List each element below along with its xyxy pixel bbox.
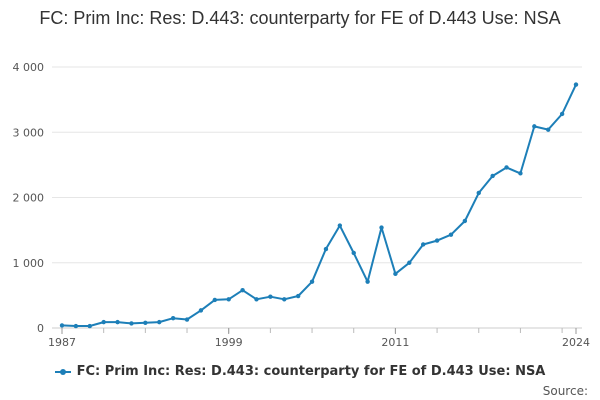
data-point[interactable]	[323, 246, 329, 252]
data-point[interactable]	[115, 319, 120, 325]
data-point[interactable]	[184, 317, 190, 322]
data-point[interactable]	[129, 321, 134, 326]
data-point[interactable]	[198, 308, 204, 313]
data-point[interactable]	[157, 319, 162, 325]
data-point[interactable]	[268, 294, 273, 299]
legend[interactable]: FC: Prim Inc: Res: D.443: counterparty f…	[0, 364, 600, 379]
data-point[interactable]	[559, 111, 565, 117]
data-point[interactable]	[504, 165, 509, 170]
data-point[interactable]	[143, 320, 148, 325]
data-point[interactable]	[212, 297, 218, 303]
data-point[interactable]	[546, 127, 551, 132]
data-point[interactable]	[282, 297, 287, 302]
data-point[interactable]	[351, 250, 356, 256]
data-point[interactable]	[573, 82, 579, 87]
x-tick-label: 1999	[215, 336, 243, 349]
y-tick-label: 3 000	[13, 126, 45, 139]
y-tick-label: 2 000	[13, 192, 45, 205]
data-point[interactable]	[476, 190, 481, 196]
data-point[interactable]	[434, 238, 440, 243]
data-point[interactable]	[462, 218, 468, 224]
series-layer	[59, 82, 579, 329]
data-point[interactable]	[73, 323, 79, 329]
data-point[interactable]	[518, 171, 523, 176]
series-line	[61, 84, 577, 327]
data-point[interactable]	[448, 232, 454, 237]
data-point[interactable]	[254, 297, 259, 302]
data-point[interactable]	[393, 271, 398, 277]
y-tick-label: 0	[37, 322, 44, 335]
data-point[interactable]	[295, 293, 301, 299]
x-tick-label: 2024	[562, 336, 590, 349]
x-tick-label: 1987	[48, 336, 76, 349]
data-point[interactable]	[407, 260, 412, 265]
data-point[interactable]	[101, 319, 106, 325]
legend-swatch	[54, 368, 71, 375]
gridlines	[52, 66, 582, 264]
y-tick-label: 4 000	[13, 61, 45, 74]
data-point[interactable]	[365, 279, 370, 284]
data-point[interactable]	[337, 223, 343, 228]
axes: 0 1 000 2 000 3 000 4 000 1987 1999 2011 2024	[13, 61, 591, 349]
data-point[interactable]	[87, 323, 92, 329]
data-point[interactable]	[59, 323, 65, 328]
legend-label: FC: Prim Inc: Res: D.443: counterparty f…	[76, 364, 546, 379]
chart-title: FC: Prim Inc: Res: D.443: counterparty f…	[39, 8, 561, 28]
data-point[interactable]	[420, 242, 426, 247]
data-point[interactable]	[170, 316, 176, 321]
data-point[interactable]	[490, 173, 495, 179]
y-tick-label: 1 000	[13, 257, 45, 270]
data-point[interactable]	[240, 287, 245, 293]
source-label: Source:	[542, 384, 588, 398]
data-point[interactable]	[532, 124, 537, 129]
data-point[interactable]	[309, 279, 315, 284]
data-point[interactable]	[379, 225, 384, 230]
x-tick-label: 2011	[381, 336, 409, 349]
data-point[interactable]	[226, 297, 231, 302]
